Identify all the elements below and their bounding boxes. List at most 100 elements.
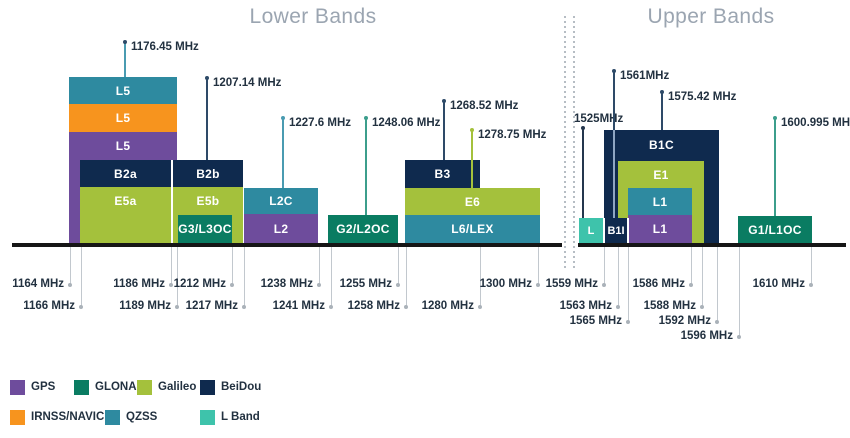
freq-pin-line-1227-6 — [282, 118, 284, 188]
band-block-label-l2c: L2C — [269, 194, 293, 208]
freq-leader-line-1241 — [330, 247, 332, 307]
freq-leader-line-1166 — [80, 247, 82, 307]
band-block-e5a: E5a — [80, 187, 171, 243]
freq-leader-line-1212 — [231, 247, 233, 285]
freq-leader-dot-1588 — [700, 305, 704, 309]
band-block-l2: L2 — [244, 214, 318, 243]
axis-break-dotted-line-2 — [573, 16, 575, 268]
freq-pin-line-1248-06 — [365, 118, 367, 215]
band-block-label-l1-gps: L1 — [652, 222, 668, 236]
freq-label-1596: 1596 MHz — [680, 330, 733, 342]
freq-leader-line-1563 — [617, 247, 619, 307]
freq-leader-dot-1255 — [396, 283, 400, 287]
band-block-label-b2b: B2b — [196, 166, 220, 181]
band-block-l5-gps-leg — [69, 160, 80, 243]
band-block-label-l-band: L — [587, 224, 595, 237]
band-block-label-g2-l2oc: G2/L2OC — [336, 222, 390, 236]
freq-leader-line-1238 — [318, 247, 320, 285]
freq-leader-line-1258 — [405, 247, 407, 307]
freq-pin-line-1207-14 — [206, 78, 208, 160]
freq-pin-dot-1248-06 — [363, 116, 368, 120]
freq-label-1238: 1238 MHz — [260, 278, 313, 290]
freq-pin-label-1575-42: 1575.42 MHz — [668, 91, 737, 103]
freq-leader-line-1164 — [69, 247, 71, 285]
freq-pin-label-1207-14: 1207.14 MHz — [213, 77, 282, 89]
band-block-g2-l2oc: G2/L2OC — [328, 215, 398, 243]
freq-label-1592: 1592 MHz — [658, 315, 711, 327]
freq-label-1563: 1563 MHz — [559, 300, 612, 312]
freq-leader-line-1586 — [690, 247, 692, 285]
freq-label-1258: 1258 MHz — [347, 300, 400, 312]
band-block-label-b1i: B1I — [607, 224, 625, 237]
freq-pin-label-1561: 1561MHz — [620, 70, 670, 82]
freq-leader-line-1565 — [627, 247, 629, 322]
band-block-label-l5-irnss: L5 — [115, 111, 131, 125]
band-block-label-l6-lex: L6/LEX — [451, 222, 494, 236]
freq-leader-dot-1300 — [536, 283, 540, 287]
legend-swatch-qzss — [105, 410, 120, 425]
frequency-axis-segment-lower — [12, 243, 562, 247]
freq-pin-line-1525 — [582, 128, 584, 218]
band-block-label-e6: E6 — [464, 194, 481, 209]
band-block-label-l5-qzss: L5 — [115, 83, 131, 98]
freq-pin-line-1561 — [613, 71, 615, 130]
freq-leader-line-1255 — [397, 247, 399, 285]
freq-label-1241: 1241 MHz — [272, 300, 325, 312]
freq-pin-dot-1207-14 — [204, 76, 209, 80]
freq-pin-label-1525: 1525MHz — [574, 113, 624, 125]
freq-pin-line-1176-45 — [124, 42, 126, 77]
freq-pin-label-1248-06: 1248.06 MHz — [372, 117, 441, 129]
freq-pin-label-1227-6: 1227.6 MHz — [289, 117, 352, 129]
freq-leader-line-1588 — [701, 247, 703, 307]
freq-leader-dot-1596 — [737, 335, 741, 339]
freq-leader-line-1610 — [810, 247, 812, 285]
legend-swatch-gps — [10, 380, 25, 395]
freq-label-1300: 1300 MHz — [479, 278, 532, 290]
band-block-g1-l1oc: G1/L1OC — [738, 216, 812, 243]
freq-leader-dot-1610 — [809, 283, 813, 287]
band-block-b2b: B2b — [173, 160, 243, 187]
freq-pin-dot-1575-42 — [659, 90, 664, 94]
legend-label-gps: GPS — [31, 381, 56, 393]
freq-label-1166: 1166 MHz — [23, 300, 75, 312]
freq-pin-dot-1600-995 — [772, 116, 777, 120]
freq-label-1280: 1280 MHz — [421, 300, 474, 312]
freq-leader-line-1559 — [603, 247, 605, 285]
freq-leader-dot-1592 — [715, 320, 719, 324]
freq-pin-label-1600-995: 1600.995 MHz — [781, 117, 850, 129]
freq-pin-dot-1227-6 — [280, 116, 285, 120]
freq-pin-dot-1278-75 — [469, 128, 474, 132]
freq-leader-dot-1238 — [317, 283, 321, 287]
freq-pin-dot-1268-52 — [441, 99, 446, 103]
freq-leader-dot-1565 — [626, 320, 630, 324]
freq-pin-line-1575-42 — [661, 92, 663, 130]
freq-leader-dot-1586 — [689, 283, 693, 287]
freq-pin-label-1268-52: 1268.52 MHz — [450, 100, 519, 112]
freq-label-1565: 1565 MHz — [569, 315, 622, 327]
lower-bands-title: Lower Bands — [249, 5, 377, 28]
band-block-e6: E6 — [405, 188, 540, 215]
legend-label-irnss-navic: IRNSS/NAVIC — [31, 411, 105, 423]
legend-label-l-band: L Band — [221, 411, 260, 423]
freq-leader-line-1189 — [176, 247, 178, 307]
freq-label-1586: 1586 MHz — [632, 278, 685, 290]
freq-leader-dot-1241 — [329, 305, 333, 309]
band-block-label-l2: L2 — [273, 221, 289, 236]
legend-swatch-irnss-navic — [10, 410, 25, 425]
band-block-l2c: L2C — [244, 188, 318, 214]
band-block-label-b1c: B1C — [649, 138, 674, 152]
freq-pin-dot-1561 — [611, 69, 616, 73]
legend-label-galileo: Galileo — [158, 381, 197, 393]
band-block-b3: B3 — [405, 160, 480, 188]
freq-leader-dot-1189 — [175, 305, 179, 309]
band-block-label-b3: B3 — [434, 167, 451, 181]
legend-swatch-beidou — [200, 380, 215, 395]
freq-pin-line-1268-52 — [443, 101, 445, 160]
freq-pin-line-overlay-1561 — [613, 130, 615, 218]
freq-leader-dot-1186 — [169, 283, 173, 287]
band-block-label-l1-qzss: L1 — [652, 194, 668, 209]
freq-leader-dot-1212 — [230, 283, 234, 287]
freq-leader-line-1300 — [537, 247, 539, 285]
freq-leader-dot-1258 — [404, 305, 408, 309]
